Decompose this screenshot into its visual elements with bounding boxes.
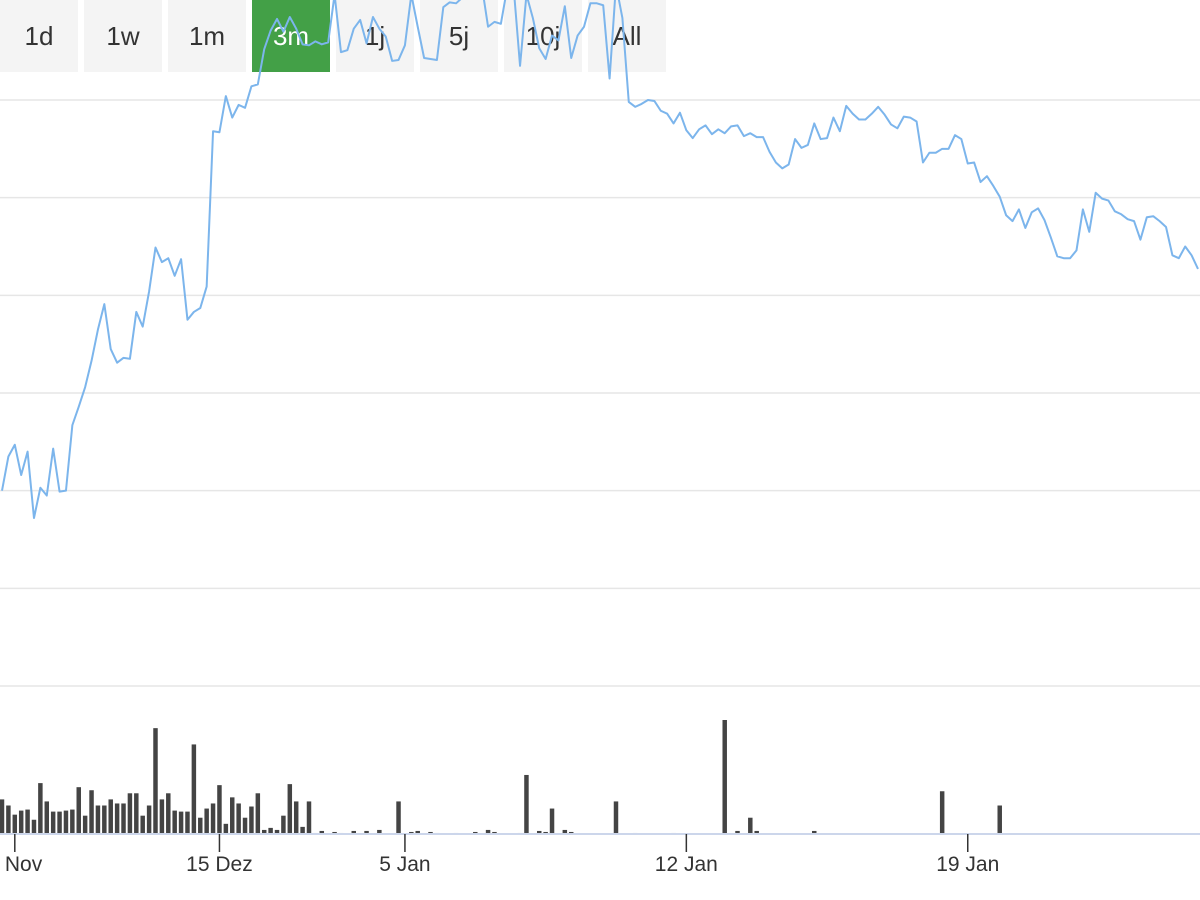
volume-bar (178, 811, 184, 834)
price-line-layer (1, 0, 1199, 520)
volume-bar (396, 801, 401, 834)
volume-bar (537, 830, 542, 834)
range-button-1m[interactable]: 1m (168, 0, 246, 72)
volume-bar (735, 830, 740, 834)
volume-bars (0, 720, 1002, 834)
volume-bar (140, 815, 145, 834)
volume-bar (319, 830, 325, 834)
range-button-1d[interactable]: 1d (0, 0, 78, 72)
volume-bar (6, 805, 11, 834)
x-tick-label: 19 Jan (936, 853, 999, 876)
volume-bar (249, 806, 254, 834)
volume-bar (70, 809, 75, 834)
volume-bar (25, 809, 30, 834)
volume-bar (63, 810, 69, 834)
volume-bar (754, 830, 759, 834)
volume-bar (428, 831, 433, 834)
volume-bar (44, 801, 50, 834)
price-line (1, 0, 1199, 520)
volume-bar (568, 831, 574, 834)
volume-bar (76, 787, 81, 834)
volume-bar (812, 830, 817, 834)
volume-bar (114, 803, 120, 834)
range-button-1j[interactable]: 1j (336, 0, 414, 72)
volume-bar (287, 784, 293, 834)
volume-bar (613, 801, 619, 834)
volume-bar (89, 790, 94, 834)
volume-bar (364, 830, 369, 834)
volume-bar (0, 799, 5, 834)
volume-bar (485, 829, 491, 834)
range-button-all[interactable]: All (588, 0, 666, 72)
volume-bar (82, 815, 88, 834)
volume-bar (204, 808, 209, 834)
volume-bar (12, 814, 18, 834)
volume-bar (185, 811, 190, 834)
volume-bar (473, 831, 478, 834)
volume-bar (562, 829, 568, 834)
volume-bar (939, 791, 945, 834)
volume-bar (172, 810, 177, 834)
volume-bar (159, 799, 165, 834)
volume-bar (50, 811, 56, 834)
x-tick-label: 3 Nov (0, 853, 43, 876)
volume-bar (198, 817, 203, 834)
volume-bar (748, 817, 753, 834)
volume-bar (415, 830, 420, 834)
volume-bar (121, 803, 126, 834)
x-tick-label: 15 Dez (186, 853, 253, 876)
volume-bar (134, 793, 139, 834)
chart-grid (0, 99, 1200, 687)
volume-bar (57, 811, 62, 834)
volume-bar (997, 805, 1002, 834)
volume-bar (274, 829, 280, 834)
volume-bar (300, 826, 305, 834)
volume-bar (153, 728, 158, 834)
volume-bar (242, 817, 248, 834)
volume-bar (102, 805, 107, 834)
volume-bar (230, 797, 235, 834)
volume-bar (166, 793, 171, 834)
volume-bar (332, 831, 337, 834)
volume-bar (127, 793, 133, 834)
volume-bar (492, 831, 497, 834)
volume-bar (108, 799, 113, 834)
volume-bar (543, 831, 548, 834)
volume-bar (31, 819, 37, 834)
volume-bar (146, 805, 152, 834)
volume-bar (281, 815, 286, 834)
volume-bar (255, 793, 261, 834)
volume-bar (722, 720, 727, 834)
range-button-1w[interactable]: 1w (84, 0, 162, 72)
volume-bar (409, 831, 414, 834)
volume-bar (217, 785, 222, 834)
volume-bar (95, 805, 101, 834)
volume-bar (18, 810, 24, 834)
volume-bar (351, 830, 357, 834)
volume-bar (549, 808, 555, 834)
x-tick-label: 12 Jan (655, 853, 718, 876)
volume-bar (524, 774, 529, 834)
volume-bar (293, 801, 299, 834)
volume-bar (191, 744, 197, 834)
volume-bar (268, 827, 273, 834)
volume-bar (236, 803, 241, 834)
volume-bar (223, 823, 229, 834)
volume-bar (210, 803, 216, 834)
x-tick-label: 5 Jan (379, 853, 430, 876)
volume-bar (261, 829, 267, 834)
range-button-3m[interactable]: 3m (252, 0, 330, 72)
volume-bar (38, 783, 43, 834)
volume-bar (306, 801, 312, 834)
volume-bar (377, 829, 382, 834)
